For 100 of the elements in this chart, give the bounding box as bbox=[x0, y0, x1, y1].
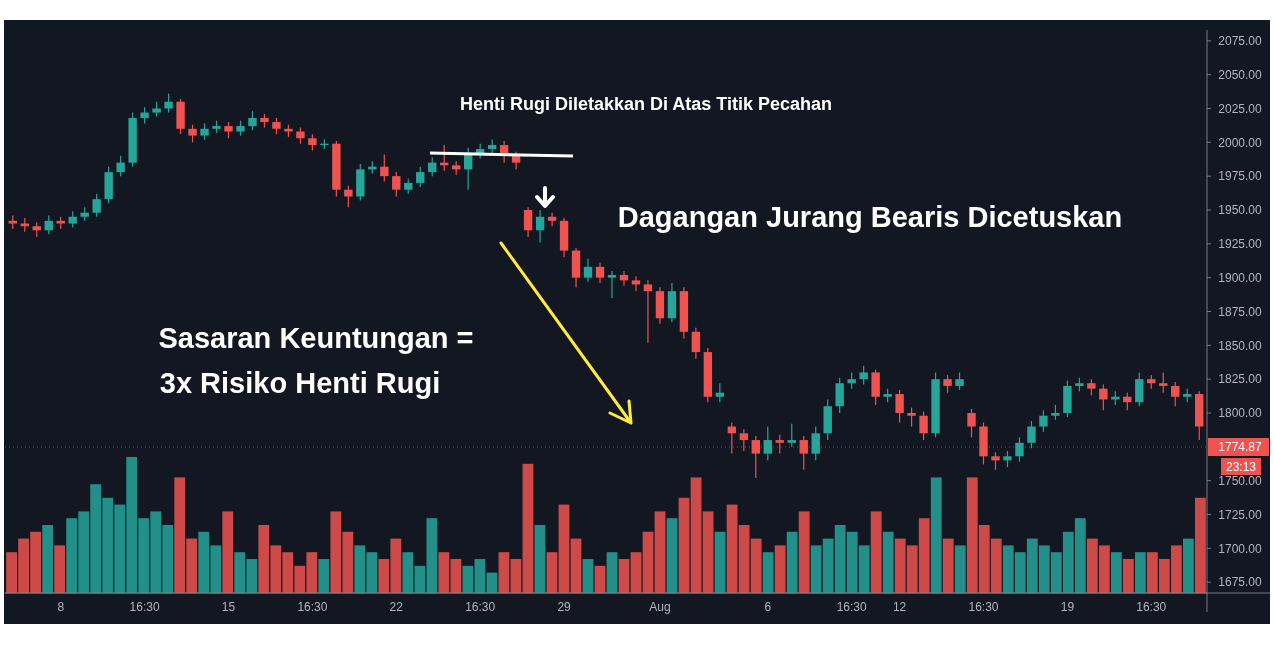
bar bbox=[1134, 552, 1146, 593]
y-tick-label: 2075.00 bbox=[1218, 34, 1263, 49]
candlestick bbox=[535, 209, 545, 244]
y-tick-label: 1700.00 bbox=[1218, 541, 1263, 556]
y-tick-label: 1825.00 bbox=[1218, 372, 1263, 387]
candlestick bbox=[248, 110, 257, 131]
bar bbox=[750, 538, 762, 593]
y-tick-label: 1925.00 bbox=[1218, 237, 1263, 252]
x-tick-label: 6 bbox=[764, 600, 772, 614]
candlestick bbox=[416, 166, 425, 188]
candlestick bbox=[92, 193, 101, 218]
bar bbox=[570, 538, 582, 593]
y-tick-label: 1675.00 bbox=[1218, 575, 1263, 590]
candlestick bbox=[775, 434, 784, 455]
candlestick bbox=[1171, 381, 1180, 407]
candlestick bbox=[631, 275, 641, 292]
candlestick bbox=[1135, 371, 1144, 407]
x-tick-label: 16:30 bbox=[129, 600, 160, 614]
bar bbox=[546, 552, 558, 593]
candlestick bbox=[907, 406, 916, 428]
y-tick-label: 1850.00 bbox=[1218, 338, 1263, 353]
y-tick-label: 2050.00 bbox=[1218, 67, 1263, 82]
bar bbox=[690, 477, 702, 593]
bar bbox=[42, 525, 54, 593]
bar bbox=[786, 531, 798, 593]
candlestick bbox=[895, 389, 904, 424]
annotation: Henti Rugi Diletakkan Di Atas Titik Pecahan bbox=[459, 94, 833, 114]
candlestick bbox=[392, 171, 401, 198]
bar bbox=[618, 559, 630, 593]
candlestick bbox=[967, 408, 976, 438]
bar bbox=[774, 545, 786, 593]
candlestick bbox=[595, 262, 605, 284]
bar bbox=[654, 511, 666, 593]
bar bbox=[534, 525, 546, 593]
text: 23:13 bbox=[1225, 460, 1257, 475]
bar bbox=[882, 531, 894, 593]
bar bbox=[702, 511, 714, 593]
y-tick-label: 1750.00 bbox=[1218, 473, 1263, 488]
candlestick bbox=[919, 411, 928, 441]
ref-line-label: 1774.87 bbox=[1218, 440, 1263, 455]
bar bbox=[558, 504, 570, 593]
candlestick bbox=[1039, 409, 1048, 433]
y-tick-label: 1725.00 bbox=[1218, 507, 1263, 522]
bar bbox=[510, 559, 522, 593]
candlestick bbox=[164, 93, 173, 114]
bar bbox=[1110, 552, 1122, 593]
candlestick bbox=[715, 382, 725, 403]
candlestick bbox=[691, 327, 701, 360]
x-tick-label: 8 bbox=[57, 600, 65, 614]
candlestick bbox=[859, 365, 868, 386]
y-tick-label: 1900.00 bbox=[1218, 270, 1263, 285]
x-tick-label: 15 bbox=[221, 600, 236, 614]
candlestick bbox=[583, 258, 593, 283]
x-tick-label: 16:30 bbox=[1136, 600, 1167, 614]
annotation: Sasaran Keuntungan = bbox=[158, 322, 474, 354]
bar bbox=[798, 511, 810, 593]
bar bbox=[642, 531, 654, 593]
bar bbox=[1194, 497, 1206, 593]
candlestick bbox=[428, 156, 437, 177]
x-tick-label: 22 bbox=[389, 600, 404, 614]
candlestick bbox=[751, 435, 760, 479]
bar bbox=[726, 504, 738, 593]
candlestick bbox=[547, 212, 557, 227]
candlestick bbox=[835, 377, 844, 414]
candlestick bbox=[523, 206, 533, 238]
bar bbox=[606, 552, 618, 593]
y-tick-label: 1950.00 bbox=[1218, 203, 1263, 218]
bar bbox=[498, 552, 510, 593]
bar bbox=[714, 531, 726, 593]
x-tick-label: Aug bbox=[649, 600, 671, 614]
bar bbox=[870, 511, 882, 593]
bar bbox=[582, 559, 594, 593]
y-tick-label: 2000.00 bbox=[1218, 135, 1263, 150]
candlestick bbox=[1159, 371, 1168, 394]
y-tick-label: 1800.00 bbox=[1218, 406, 1263, 421]
candlestick bbox=[763, 425, 772, 461]
bar bbox=[930, 477, 942, 593]
bar bbox=[762, 552, 774, 593]
candlestick bbox=[1015, 436, 1024, 463]
y-tick-label: 2025.00 bbox=[1218, 101, 1263, 116]
bar bbox=[1182, 538, 1194, 593]
bar bbox=[738, 525, 750, 593]
candlestick bbox=[643, 279, 653, 344]
bar bbox=[942, 538, 954, 593]
x-tick-label: 16:30 bbox=[297, 600, 328, 614]
bar bbox=[666, 518, 678, 593]
candlestick bbox=[1027, 420, 1036, 449]
x-tick-label: 16:30 bbox=[968, 600, 999, 614]
y-tick-label: 1875.00 bbox=[1218, 304, 1263, 319]
annotation: Dagangan Jurang Bearis Dicetuskan bbox=[617, 201, 1123, 233]
bar bbox=[318, 559, 330, 593]
candlestick bbox=[344, 185, 353, 208]
x-tick-label: 16:30 bbox=[836, 600, 868, 614]
candlestick bbox=[799, 435, 808, 471]
bar bbox=[54, 545, 66, 593]
candlestick bbox=[811, 425, 820, 461]
y-tick-label: 1975.00 bbox=[1218, 169, 1263, 184]
x-tick-label: 29 bbox=[557, 600, 572, 614]
bar bbox=[630, 552, 642, 593]
bar bbox=[222, 511, 234, 593]
